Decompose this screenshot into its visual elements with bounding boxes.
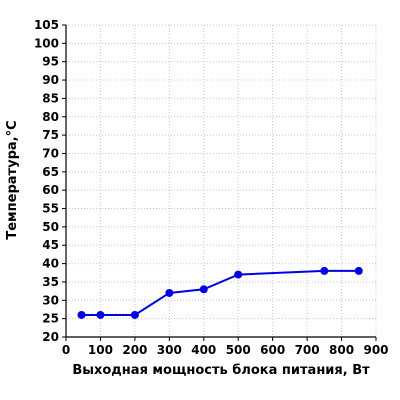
y-axis-title: Температура,°C [5,120,20,239]
y-tick-labels: 20 25 30 35 40 45 50 55 60 65 70 75 80 85 90 95 100 105 [34,18,59,344]
data-point [234,270,243,279]
y-tick-label: 100 [34,36,59,50]
y-tick-label: 45 [42,238,59,252]
y-tick-label: 70 [42,146,59,160]
x-tick-label: 900 [363,343,388,357]
axes [62,24,377,341]
data-point [199,285,208,294]
data-point [96,310,105,319]
x-tick-label: 500 [226,343,251,357]
x-axis-title: Выходная мощность блока питания, Вт [72,363,370,378]
series [77,266,363,319]
data-point [165,288,174,297]
data-point [77,310,86,319]
data-point [354,266,363,275]
y-tick-label: 55 [42,202,59,216]
y-tick-label: 85 [42,91,59,105]
y-tick-label: 90 [42,73,59,87]
x-tick-label: 0 [62,343,70,357]
y-tick-label: 60 [42,183,59,197]
data-point [130,310,139,319]
y-tick-label: 95 [42,55,59,69]
y-tick-label: 50 [42,220,59,234]
series-line [81,269,359,316]
y-tick-label: 40 [42,257,59,271]
y-tick-label: 35 [42,275,59,289]
y-tick-label: 75 [42,128,59,142]
x-tick-label: 800 [329,343,354,357]
y-tick-label: 80 [42,110,59,124]
y-tick-label: 20 [42,330,59,344]
y-tick-label: 25 [42,312,59,326]
data-point [320,266,329,275]
x-tick-label: 700 [295,343,320,357]
x-tick-label: 600 [260,343,285,357]
x-tick-label: 400 [191,343,216,357]
y-tick-label: 65 [42,165,59,179]
x-tick-label: 300 [157,343,182,357]
x-tick-labels: 0 100 200 300 400 500 600 700 800 900 [62,343,389,357]
y-tick-label: 105 [34,18,59,32]
y-tick-label: 30 [42,293,59,307]
x-tick-label: 200 [122,343,147,357]
grid [66,24,377,337]
x-tick-label: 100 [88,343,113,357]
